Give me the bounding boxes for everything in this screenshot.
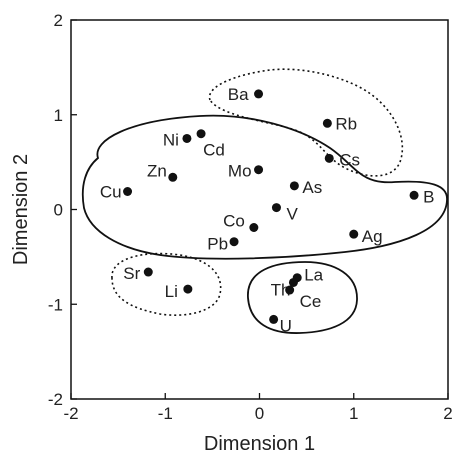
point-label-zn: Zn [147, 161, 167, 180]
y-tick-label: -1 [48, 295, 63, 314]
y-tick-label: 0 [54, 201, 63, 220]
point-v [271, 203, 281, 213]
point-ce [285, 285, 295, 295]
point-ni [182, 133, 192, 143]
point-ba [254, 89, 264, 99]
cluster-main-outline [81, 114, 448, 260]
point-mo [254, 165, 264, 175]
point-li [183, 284, 193, 294]
axis-ticks: -2 -1 0 1 2 -2 -1 0 1 2 [48, 11, 453, 423]
point-ag [349, 229, 359, 239]
x-tick-label: 2 [443, 404, 452, 423]
point-cu [123, 186, 133, 196]
point-sr [143, 267, 153, 277]
point-cs [324, 153, 334, 163]
point-label-v: V [286, 205, 298, 224]
point-label-la: La [304, 266, 323, 285]
point-label-b: B [423, 187, 434, 206]
point-label-pb: Pb [207, 235, 228, 254]
point-rb [322, 118, 332, 128]
point-label-cs: Cs [339, 150, 360, 169]
x-tick-label: -1 [158, 404, 173, 423]
point-label-co: Co [223, 212, 245, 231]
y-tick-label: 1 [54, 106, 63, 125]
x-tick-label: -2 [63, 404, 78, 423]
point-label-ni: Ni [163, 130, 179, 149]
y-tick-label: 2 [54, 11, 63, 30]
x-tick-label: 1 [349, 404, 358, 423]
point-u [269, 314, 279, 324]
point-co [249, 223, 259, 233]
point-label-as: As [302, 178, 322, 197]
point-as [289, 181, 299, 191]
point-label-mo: Mo [228, 162, 252, 181]
y-tick-label: -2 [48, 390, 63, 409]
point-zn [168, 172, 178, 182]
point-b [409, 190, 419, 200]
point-label-th: Th [271, 280, 291, 299]
point-label-cu: Cu [100, 182, 122, 201]
point-pb [229, 237, 239, 247]
data-points: Ba Rb Cs Ni Cd Zn Mo As Cu B Co V Pb Ag Sr Li La Th Ce U [100, 85, 435, 336]
point-label-ce: Ce [300, 292, 322, 311]
x-axis-title: Dimension 1 [204, 433, 315, 455]
cluster-outlines [81, 68, 448, 334]
y-axis-title: Dimension 2 [10, 154, 32, 265]
x-tick-label: 0 [255, 404, 264, 423]
point-label-ag: Ag [362, 227, 383, 246]
point-label-u: U [280, 316, 292, 335]
point-label-li: Li [165, 282, 178, 301]
cluster-lower-right-outline [247, 261, 358, 334]
point-label-cd: Cd [203, 141, 225, 160]
point-label-rb: Rb [335, 114, 357, 133]
point-label-sr: Sr [123, 264, 140, 283]
point-label-ba: Ba [228, 85, 249, 104]
point-th [288, 277, 298, 287]
plot-frame [70, 19, 449, 400]
point-cd [196, 129, 206, 139]
